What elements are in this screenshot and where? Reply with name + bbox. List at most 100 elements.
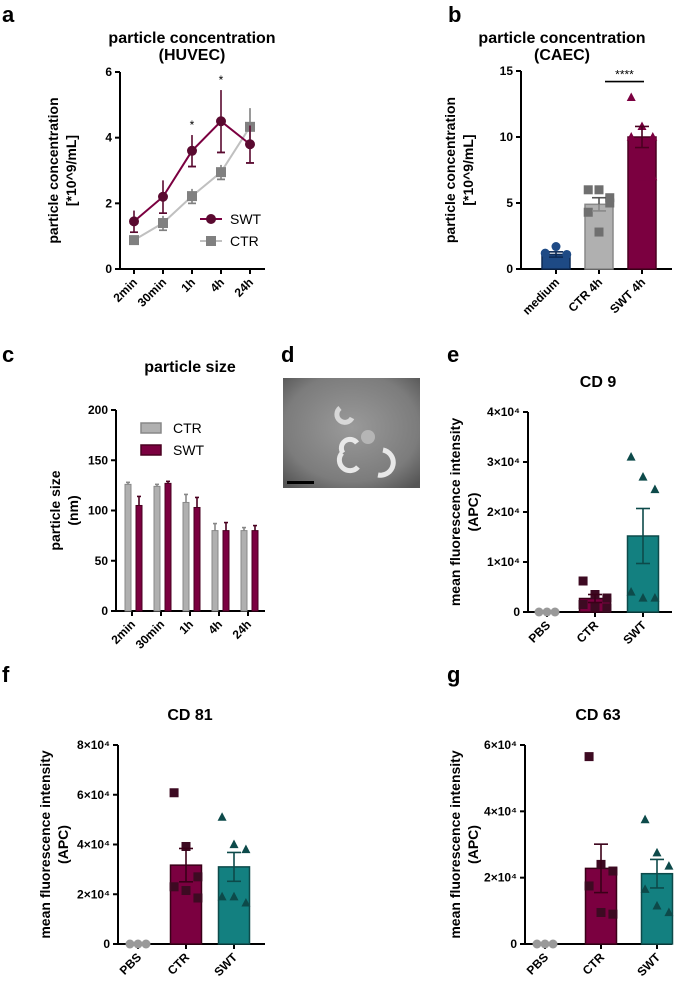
- vesicles: [334, 406, 396, 478]
- x-tick-label: CTR 4h: [566, 275, 606, 315]
- y-tick-label: 0: [510, 937, 517, 951]
- data-point: [608, 909, 618, 919]
- data-point: [594, 227, 604, 237]
- y-tick-label: 5: [506, 196, 513, 210]
- chart-subtitle: (CAEC): [534, 47, 590, 64]
- data-point: [187, 191, 197, 202]
- chart-f: CD 81 mean fluorescence intensity (APC) 0 2×…: [37, 707, 265, 979]
- data-point: [648, 171, 658, 181]
- legend-label: CTR: [173, 420, 202, 436]
- tem-micrograph: [283, 378, 420, 488]
- bar-ctr: [211, 530, 219, 612]
- data-point: [187, 145, 197, 156]
- y-axis-label: mean fluorescence intensity: [447, 418, 463, 607]
- data-point: [583, 207, 593, 217]
- y-axis-unit: [*10^9/mL]: [460, 134, 476, 205]
- y-axis-label: mean fluorescence intensity: [447, 750, 463, 939]
- chart-title: CD 63: [575, 707, 620, 724]
- chart-title: particle concentration: [478, 30, 645, 47]
- y-tick-label: 4×10⁴: [77, 838, 110, 852]
- x-tick-label: 24h: [232, 275, 257, 300]
- data-point: [650, 593, 660, 602]
- data-point: [652, 900, 662, 910]
- y-tick-label: 2×10⁴: [77, 887, 110, 901]
- data-point: [158, 191, 168, 202]
- data-point: [241, 898, 251, 907]
- data-point: [626, 132, 636, 141]
- data-point: [637, 171, 647, 181]
- x-tick-label: SWT: [634, 950, 663, 979]
- data-point: [650, 484, 660, 494]
- y-tick-label: 150: [88, 453, 108, 467]
- legend-label: SWT: [230, 211, 262, 227]
- y-tick-label: 4×10⁴: [484, 804, 517, 818]
- y-axis-unit: (nm): [65, 495, 81, 525]
- data-point: [596, 907, 606, 917]
- legend-label: SWT: [173, 442, 205, 458]
- y-axis-label: particle size: [47, 470, 63, 550]
- chart-title: particle size: [144, 359, 236, 376]
- data-point: [229, 891, 239, 901]
- data-point: [648, 132, 658, 141]
- x-tick-label: 1h: [176, 617, 196, 637]
- y-tick-label: 0: [101, 604, 108, 618]
- y-axis-unit: [*10^9/mL]: [63, 135, 79, 206]
- data-point: [217, 812, 227, 821]
- data-point: [216, 116, 226, 127]
- data-point: [584, 752, 594, 762]
- data-point: [193, 872, 203, 882]
- data-point: [664, 861, 674, 870]
- x-tick-label: SWT 4h: [607, 275, 648, 316]
- panel-label-g: g: [447, 662, 460, 687]
- data-point: [602, 593, 612, 603]
- data-point: [169, 882, 179, 892]
- data-point: [562, 249, 572, 259]
- bar-ctr: [124, 483, 132, 612]
- data-point: [638, 472, 648, 481]
- y-tick-label: 2×10⁴: [487, 505, 520, 519]
- data-point: [590, 602, 600, 612]
- data-point: [640, 884, 650, 893]
- panel-label-f: f: [2, 662, 10, 687]
- y-tick-label: 0: [105, 262, 112, 276]
- legend-swatch: [140, 444, 162, 456]
- legend-label: CTR: [230, 233, 259, 249]
- y-tick-label: 3×10⁴: [487, 455, 520, 469]
- panel-label-d: d: [281, 342, 294, 367]
- data-point: [129, 216, 139, 227]
- data-point: [578, 576, 588, 586]
- data-point: [605, 198, 615, 208]
- data-point: [638, 593, 648, 602]
- panel-label-e: e: [447, 342, 459, 367]
- y-tick-label: 8×10⁴: [77, 738, 110, 752]
- data-point: [664, 907, 674, 917]
- data-point: [169, 788, 179, 798]
- data-point: [652, 847, 662, 857]
- scale-bar: [287, 481, 314, 484]
- x-tick-label: 4h: [207, 275, 227, 295]
- significance-marker: *: [219, 73, 224, 87]
- bar-swt-4h: [627, 136, 657, 270]
- y-axis-unit: (APC): [55, 825, 71, 864]
- data-point: [181, 886, 191, 896]
- bar-swt: [251, 530, 259, 612]
- x-tick-label: SWT: [211, 950, 240, 979]
- bar-swt: [193, 506, 201, 612]
- bar-ctr: [240, 530, 248, 612]
- bar-swt: [164, 482, 172, 612]
- x-tick-label: medium: [520, 275, 562, 317]
- legend-marker: [206, 236, 216, 246]
- y-tick-label: 6×10⁴: [77, 788, 110, 802]
- data-point: [241, 844, 251, 854]
- y-tick-label: 200: [88, 403, 108, 417]
- x-tick-label: 30min: [135, 275, 169, 309]
- x-tick-label: CTR: [165, 950, 193, 978]
- data-point: [216, 167, 226, 178]
- data-point: [193, 893, 203, 903]
- chart-title: particle concentration: [108, 30, 275, 47]
- bar-ctr: [182, 501, 190, 612]
- x-tick-label: SWT: [620, 618, 649, 647]
- data-point: [229, 839, 239, 849]
